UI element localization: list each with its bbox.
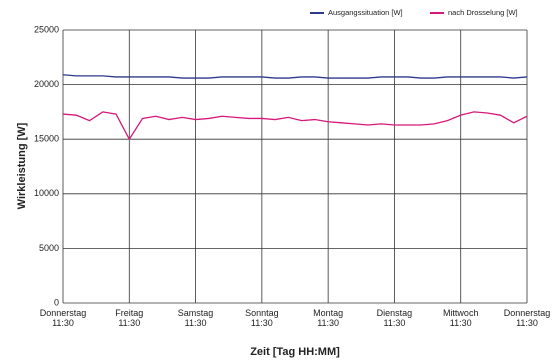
line-series [62,74,528,79]
x-tick-label: Sonntag 11:30 [245,308,279,328]
y-tick-label: 15000 [34,134,59,144]
x-tick-label: Montag 11:30 [313,308,344,328]
x-axis-label: Zeit [Tag HH:MM] [250,346,340,358]
y-tick-label: 25000 [34,24,59,34]
line-series [62,111,528,141]
x-tick-label: Donnerstag 11:30 [503,308,551,328]
legend-label: nach Drosselung [W] [448,8,518,17]
y-tick-label: 20000 [34,79,59,89]
x-tick-label: Freitag 11:30 [115,308,144,328]
y-tick-label: 10000 [34,188,59,198]
x-tick-label: Samstag 11:30 [177,308,214,328]
x-tick-label: Donnerstag 11:30 [39,308,87,328]
y-tick-label: 5000 [39,243,59,253]
x-tick-label: Dienstag 11:30 [376,308,413,328]
legend-label: Ausgangssituation [W] [328,8,403,17]
y-tick-label: 0 [54,297,59,307]
y-axis-label: Wirkleistung [W] [16,122,28,209]
x-tick-label: Mittwoch 11:30 [442,308,479,328]
